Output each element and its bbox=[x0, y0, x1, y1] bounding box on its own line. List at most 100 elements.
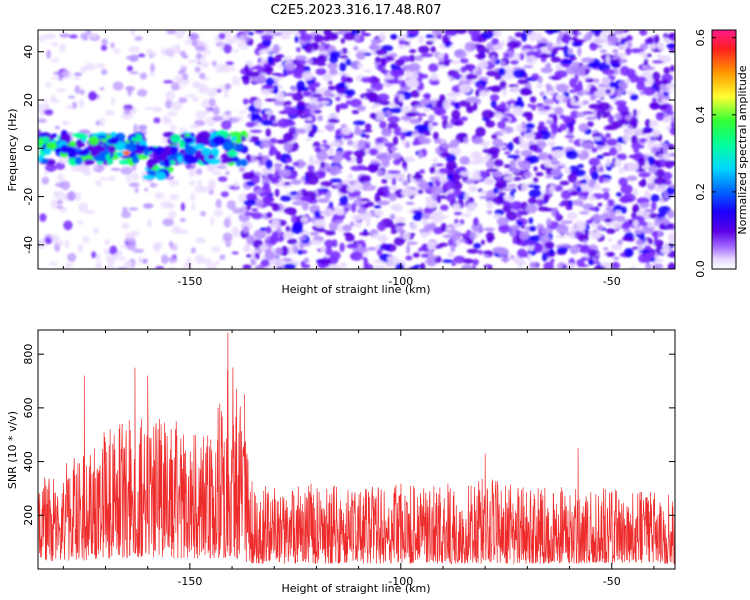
spectrogram-blob bbox=[629, 93, 639, 101]
spectrogram-blob bbox=[69, 34, 78, 39]
spectrogram-blob bbox=[274, 247, 283, 256]
spectrogram-blob bbox=[261, 84, 275, 90]
spectrogram-blob bbox=[328, 221, 339, 232]
spectrogram-blob bbox=[449, 139, 460, 149]
spectrogram-blob bbox=[535, 171, 544, 177]
spectrogram-blob bbox=[502, 88, 507, 97]
spectrogram-blob bbox=[565, 66, 578, 75]
spectrogram-blob bbox=[558, 243, 571, 248]
spectrogram-blob bbox=[365, 134, 370, 139]
spectrogram-blob bbox=[233, 181, 238, 189]
spectrogram-blob bbox=[649, 101, 660, 110]
spectrogram-blob bbox=[287, 238, 298, 245]
spectrogram-blob bbox=[438, 242, 449, 247]
spectrogram-blob bbox=[588, 157, 601, 167]
spectrogram-blob bbox=[44, 237, 52, 245]
spectrogram-blob bbox=[292, 161, 300, 167]
spectrogram-blob bbox=[551, 168, 562, 178]
spectrogram-blob bbox=[58, 43, 67, 52]
spectrogram-blob bbox=[389, 107, 402, 114]
spectrogram-blob bbox=[467, 30, 481, 36]
spectrogram-blob bbox=[423, 224, 435, 232]
spectrogram-blob bbox=[150, 63, 155, 72]
spectrogram-blob bbox=[481, 117, 488, 121]
spectrogram-blob bbox=[272, 257, 286, 268]
spectrogram-blob bbox=[433, 156, 438, 166]
spectrogram-blob bbox=[609, 59, 621, 64]
spectrogram-blob bbox=[410, 222, 418, 231]
spectrogram-blob bbox=[168, 210, 177, 219]
spectrogram-blob bbox=[331, 165, 341, 172]
spectrogram-blob bbox=[620, 111, 631, 116]
spectrogram-blob bbox=[647, 156, 655, 166]
spectrogram-blob bbox=[638, 172, 651, 178]
spectrogram-blob bbox=[301, 71, 314, 81]
spectrogram-blob bbox=[370, 42, 377, 51]
spectrogram-blob bbox=[189, 124, 200, 129]
spectrogram-blob bbox=[54, 125, 61, 130]
spectrogram-blob bbox=[554, 106, 564, 116]
spectrogram-blob bbox=[606, 238, 614, 242]
spectrogram-blob bbox=[319, 258, 332, 265]
spectrogram-blob bbox=[655, 143, 662, 148]
spectrogram-blob bbox=[104, 238, 110, 246]
spectrogram-blob bbox=[149, 182, 158, 188]
spectrogram-blob bbox=[93, 163, 98, 170]
spectrogram-blob bbox=[58, 71, 64, 82]
spectrogram-blob bbox=[538, 121, 545, 126]
spectrogram-blob bbox=[471, 202, 476, 211]
spectrogram-blob bbox=[402, 139, 407, 146]
spectrogram-blob bbox=[274, 188, 280, 197]
snr-panel: -150 -100 -50 200 400 600 800 Height of strai… bbox=[6, 329, 676, 595]
spectrogram-blob bbox=[475, 231, 481, 237]
spectrogram-blob bbox=[465, 73, 478, 80]
spectrogram-blob bbox=[510, 59, 519, 65]
spectrogram-blob bbox=[380, 100, 391, 106]
spectrogram-blob bbox=[130, 30, 136, 37]
spectrogram-blob bbox=[428, 121, 433, 132]
spectrogram-blob bbox=[248, 31, 254, 36]
spectrogram-blob bbox=[310, 239, 322, 245]
spectrogram-blob bbox=[451, 262, 457, 267]
spectrogram-blob bbox=[210, 216, 215, 226]
spectrogram-blob bbox=[113, 48, 121, 55]
spectrogram-blob bbox=[390, 223, 396, 230]
spectrogram-blob bbox=[562, 115, 573, 124]
spectrogram-blob bbox=[351, 109, 360, 115]
spectrogram-blob bbox=[536, 83, 543, 89]
signal-blob bbox=[116, 151, 126, 157]
spectrogram-blob bbox=[449, 73, 463, 78]
signal-blob bbox=[107, 158, 114, 165]
spectrogram-blob bbox=[649, 43, 656, 50]
spectrogram-blob bbox=[377, 93, 390, 101]
spectrogram-blob bbox=[503, 175, 515, 181]
spectrogram-blob bbox=[521, 111, 533, 118]
spectrogram-blob bbox=[406, 34, 416, 38]
spectrogram-blob bbox=[643, 253, 652, 264]
spectrogram-blob bbox=[617, 239, 623, 245]
spectrogram-blob bbox=[446, 226, 453, 232]
spectrogram-blob bbox=[263, 182, 270, 189]
spectrogram-blob bbox=[651, 201, 657, 211]
spectrogram-blob bbox=[405, 112, 417, 118]
spectrogram-blob bbox=[540, 227, 554, 235]
spectrogram-blob bbox=[372, 233, 380, 239]
spectrogram-blob bbox=[589, 207, 601, 212]
spectrogram-blob bbox=[587, 62, 600, 68]
spectrogram-blob bbox=[283, 120, 296, 127]
spectrogram-blob bbox=[605, 138, 618, 146]
y-tick-label: 200 bbox=[22, 505, 35, 526]
spectrogram-blob bbox=[510, 255, 515, 259]
spectrogram-blob bbox=[650, 138, 655, 142]
spectrogram-blob bbox=[320, 181, 333, 187]
spectrogram-blob bbox=[261, 88, 271, 96]
spectrogram-blob bbox=[524, 132, 536, 140]
spectrogram-blob bbox=[493, 214, 502, 219]
spectrogram-blob bbox=[531, 73, 540, 80]
spectrogram-blob bbox=[242, 172, 256, 179]
spectrogram-blob bbox=[555, 210, 560, 220]
spectrogram-blob bbox=[425, 40, 434, 45]
spectrogram-blob bbox=[197, 61, 202, 65]
spectrogram-blob bbox=[280, 35, 291, 40]
spectrogram-blob bbox=[458, 83, 472, 93]
